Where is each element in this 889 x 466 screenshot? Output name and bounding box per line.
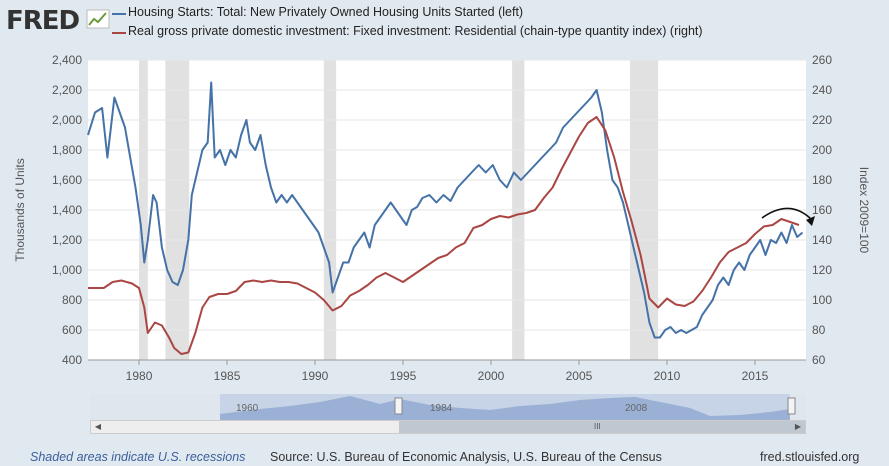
y2-tick-label: 260 [812,53,832,67]
navigator-label-2008: 2008 [625,403,648,414]
site-link[interactable]: fred.stlouisfed.org [760,450,860,464]
x-tick-label: 2000 [478,369,505,383]
fred-logo[interactable]: FRED [6,6,80,36]
range-navigator[interactable]: 1960 1984 2008 [90,394,806,420]
y2-tick-label: 120 [812,263,832,277]
series-lines [87,81,804,355]
x-tick-label: 1980 [126,369,153,383]
y2-tick-label: 60 [812,353,826,367]
legend-item-residential-investment[interactable]: Real gross private domestic investment: … [112,24,703,38]
y-tick-label: 2,400 [52,53,82,67]
y-tick-label: 1,000 [52,263,82,277]
y-tick-label: 2,000 [52,113,82,127]
y-tick-label: 800 [62,293,82,307]
navigator-minichart: 1960 1984 2008 [90,394,806,420]
source-note: Source: U.S. Bureau of Economic Analysis… [270,450,662,464]
fred-logo-graph-icon [86,9,110,29]
y2-tick-label: 220 [812,113,832,127]
y-tick-label: 1,800 [52,143,82,157]
series-line-housing-starts[interactable] [87,81,804,339]
scroll-right-arrow-icon[interactable]: ▶ [794,422,802,431]
y2-tick-label: 240 [812,83,832,97]
legend-swatch-housing-starts [112,13,126,15]
y2-tick-label: 80 [812,323,826,337]
legend-label-housing-starts: Housing Starts: Total: New Privately Own… [128,5,524,19]
y-tick-label: 1,600 [52,173,82,187]
annotation-arrowhead-icon [806,216,815,226]
chart-header: FRED Housing Starts: Total: New Privatel… [0,0,889,48]
y2-tick-label: 180 [812,173,832,187]
annotation-curved-arrow [761,207,813,221]
y2-tick-label: 200 [812,143,832,157]
y2-tick-label: 140 [812,233,832,247]
scroll-grip: III [594,422,601,431]
y-tick-label: 2,200 [52,83,82,97]
y2-tick-label: 100 [812,293,832,307]
navigator-handle-right[interactable] [787,397,796,415]
navigator-handle-left[interactable] [394,397,403,415]
navigator-label-1960: 1960 [236,403,259,414]
navigator-scrollbar[interactable]: ◀ III ▶ [90,420,806,434]
y-axis-label: Thousands of Units [13,158,27,261]
scroll-left-arrow-icon[interactable]: ◀ [94,422,102,431]
y-tick-label: 1,200 [52,233,82,247]
x-tick-label: 2010 [654,369,681,383]
chart-footer: Shaded areas indicate U.S. recessions So… [0,448,889,466]
x-tick-label: 2005 [566,369,593,383]
recession-note: Shaded areas indicate U.S. recessions [30,450,246,464]
x-tick-label: 1990 [302,369,329,383]
navigator-label-1984: 1984 [430,403,453,414]
x-tick-label: 1995 [390,369,417,383]
axes: 400 600 800 1,000 1,200 1,400 1,600 1,800 2,000 2… [52,53,832,383]
legend-label-residential-investment: Real gross private domestic investment: … [128,24,703,38]
y-tick-label: 600 [62,323,82,337]
x-tick-label: 1985 [214,369,241,383]
x-tick-label: 2015 [742,369,769,383]
legend-item-housing-starts[interactable]: Housing Starts: Total: New Privately Own… [112,5,524,19]
scroll-thumb[interactable]: III [399,421,805,433]
y2-axis-label: Index 2009=100 [857,167,871,254]
y2-tick-label: 160 [812,203,832,217]
series-line-residential-investment[interactable] [88,116,800,355]
y-tick-label: 400 [62,353,82,367]
chart-area[interactable]: 400 600 800 1,000 1,200 1,400 1,600 1,800 2,000 2… [0,48,889,394]
legend-swatch-residential-investment [112,32,126,34]
y-tick-label: 1,400 [52,203,82,217]
